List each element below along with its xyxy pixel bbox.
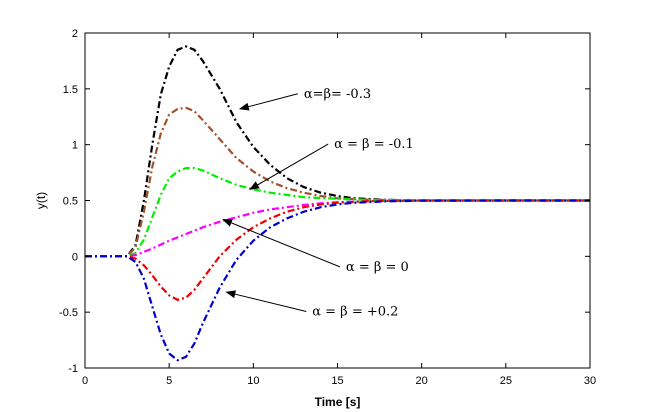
x-tick-label: 30 <box>584 375 596 387</box>
series-line-6 <box>85 199 590 362</box>
x-tick-label: 5 <box>166 375 172 387</box>
annotation-arrow-3 <box>222 219 341 268</box>
series-line-4 <box>85 199 590 258</box>
y-tick-label: 2 <box>72 28 78 40</box>
x-tick-label: 25 <box>500 375 512 387</box>
x-tick-label: 0 <box>82 375 88 387</box>
x-tick-label: 15 <box>331 375 343 387</box>
y-tick-label: 0 <box>72 251 78 263</box>
annotation-label-4: α = β = +0.2 <box>312 305 398 320</box>
annotation-label-2: α = β = -0.1 <box>334 137 414 152</box>
y-tick-label: -0.5 <box>59 307 78 319</box>
x-tick-label: 10 <box>247 375 259 387</box>
annotation-label-3: α = β = 0 <box>346 260 409 275</box>
x-axis-label: Time [s] <box>315 395 361 409</box>
y-tick-label: 0.5 <box>63 196 78 208</box>
x-tick-label: 20 <box>416 375 428 387</box>
y-tick-label: -1 <box>68 363 78 375</box>
y-axis-label: y(t) <box>34 192 48 209</box>
annotations-group: α=β= -0.3 α = β = -0.1 α = β = 0 α = β = +0… <box>222 87 414 320</box>
series-group <box>85 45 590 362</box>
annotation-arrow-1 <box>238 93 298 111</box>
y-tick-label: 1 <box>72 140 78 152</box>
y-tick-label: 1.5 <box>63 84 78 96</box>
plot-frame <box>84 32 591 369</box>
annotation-label-1: α=β= -0.3 <box>304 87 371 102</box>
annotation-arrow-4 <box>225 290 307 313</box>
annotation-arrow-2 <box>249 143 329 190</box>
series-line-3 <box>85 167 590 258</box>
series-line-2 <box>85 106 590 258</box>
